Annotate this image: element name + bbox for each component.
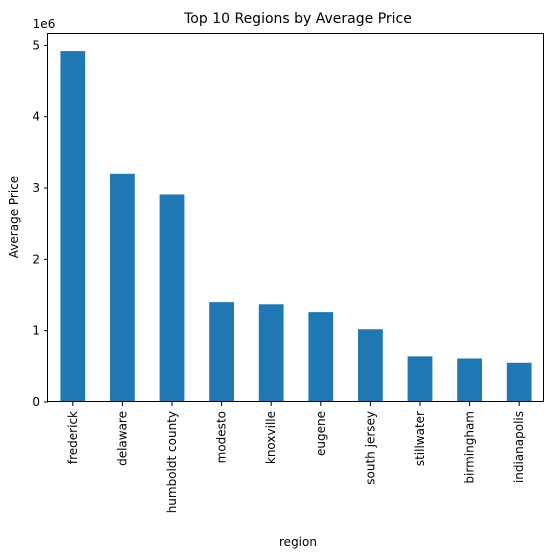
bar-knoxville [258, 304, 284, 402]
y-scale-label: 1e6 [33, 17, 56, 31]
y-tick-label: 5 [32, 38, 40, 52]
y-tick-label: 0 [32, 395, 40, 409]
x-tick-label: stillwater [413, 411, 427, 466]
chart-title: Top 10 Regions by Average Price [183, 11, 412, 27]
x-tick-label: indianapolis [512, 411, 526, 483]
x-axis: frederick delaware humboldt county modesto k… [66, 402, 526, 513]
x-axis-label: region [279, 535, 317, 549]
x-tick-label: knoxville [264, 411, 278, 464]
x-tick-label: frederick [66, 411, 80, 464]
bar-humboldt-county [159, 194, 185, 402]
y-tick-label: 2 [32, 252, 40, 266]
bar-indianapolis [506, 362, 532, 402]
bar-delaware [110, 173, 135, 402]
bars-group [60, 51, 532, 403]
x-tick-label: delaware [115, 411, 129, 466]
y-tick-label: 1 [32, 324, 40, 338]
x-tick-label: eugene [314, 411, 328, 456]
y-tick-label: 3 [32, 181, 40, 195]
bar-birmingham [457, 358, 482, 402]
x-tick-label: modesto [215, 411, 229, 463]
bar-modesto [209, 302, 234, 402]
y-tick-label: 4 [32, 110, 40, 124]
x-tick-label: south jersey [363, 411, 377, 485]
bar-eugene [308, 312, 334, 402]
x-tick-label: humboldt county [165, 411, 179, 513]
bar-frederick [60, 51, 86, 403]
plot-frame [47, 33, 544, 402]
x-tick-label: birmingham [463, 411, 477, 484]
bar-stillwater [407, 356, 433, 402]
bar-south-jersey [358, 329, 383, 402]
y-axis-label: Average Price [7, 176, 21, 258]
